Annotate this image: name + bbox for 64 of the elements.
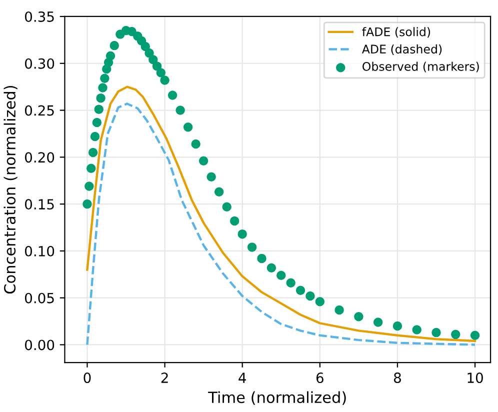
point xyxy=(247,242,257,252)
legend-label: Observed (markers) xyxy=(362,62,479,72)
y-tick-label: 0.15 xyxy=(25,199,54,210)
point xyxy=(214,187,224,196)
point xyxy=(198,156,208,166)
point xyxy=(432,328,441,338)
point xyxy=(373,318,383,327)
point xyxy=(286,278,296,288)
y-tick-label: 0.20 xyxy=(25,152,54,163)
point xyxy=(412,325,422,334)
point xyxy=(90,132,100,142)
x-tick-label: 4 xyxy=(238,372,246,383)
x-tick-label: 0 xyxy=(84,372,91,384)
y-axis-title: Concentration (normalized) xyxy=(4,86,18,294)
point xyxy=(98,83,108,92)
point xyxy=(306,291,315,301)
point xyxy=(183,122,193,132)
point xyxy=(451,330,460,340)
point xyxy=(110,40,119,50)
point xyxy=(156,68,166,78)
point xyxy=(88,148,98,158)
x-axis-title: Time (normalized) xyxy=(208,391,346,405)
x-tick-label: 10 xyxy=(468,372,483,384)
x-tick-label: 8 xyxy=(394,372,401,384)
point xyxy=(140,42,150,52)
point xyxy=(148,55,158,64)
y-tick-label: 0.30 xyxy=(25,58,54,69)
point xyxy=(230,216,240,226)
point xyxy=(152,62,162,71)
point xyxy=(315,296,325,306)
y-tick-label: 0.05 xyxy=(25,292,54,304)
point xyxy=(94,104,104,114)
point xyxy=(106,51,116,60)
point xyxy=(276,270,286,280)
point xyxy=(86,164,96,174)
y-tick-label: 0.10 xyxy=(25,246,54,256)
point xyxy=(168,90,178,100)
point xyxy=(92,118,102,128)
point xyxy=(160,76,170,85)
point xyxy=(191,139,200,149)
point xyxy=(222,202,232,212)
point xyxy=(238,229,247,239)
point xyxy=(354,312,364,322)
point xyxy=(176,106,185,115)
point xyxy=(206,172,216,182)
point xyxy=(334,305,344,315)
point xyxy=(257,254,266,264)
legend-label: ADE (dashed) xyxy=(362,44,442,55)
x-tick-label: 6 xyxy=(316,372,324,384)
y-tick-label: 0.00 xyxy=(25,340,54,350)
point xyxy=(100,74,110,84)
point xyxy=(82,199,92,209)
point xyxy=(296,286,306,295)
point xyxy=(144,48,154,58)
y-tick-label: 0.35 xyxy=(25,11,54,22)
point xyxy=(392,321,402,331)
point xyxy=(266,263,276,272)
point xyxy=(96,93,106,103)
legend-label: fADE (solid) xyxy=(362,27,430,38)
point xyxy=(470,330,480,340)
x-tick-label: 2 xyxy=(161,372,168,383)
point xyxy=(84,182,94,191)
point xyxy=(127,26,136,36)
y-tick-label: 0.25 xyxy=(25,105,54,116)
